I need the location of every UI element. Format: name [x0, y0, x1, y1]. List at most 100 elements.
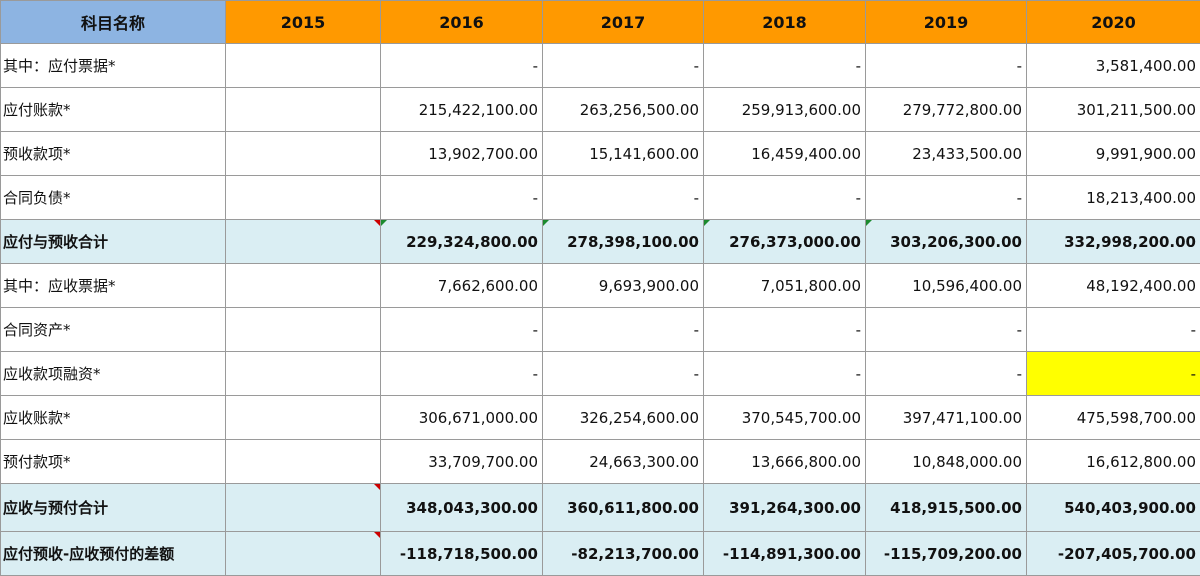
- cell-2018[interactable]: 259,913,600.00: [704, 88, 866, 132]
- cell-2018[interactable]: 276,373,000.00: [704, 220, 866, 264]
- cell-2015[interactable]: [226, 532, 381, 576]
- cell-2017[interactable]: 278,398,100.00: [543, 220, 704, 264]
- cell-2016[interactable]: 306,671,000.00: [381, 396, 543, 440]
- cell-2020-highlighted[interactable]: -: [1027, 352, 1200, 396]
- table-row: 应付账款* 215,422,100.00 263,256,500.00 259,…: [1, 88, 1200, 132]
- cell-2015[interactable]: [226, 264, 381, 308]
- cell-2019[interactable]: 279,772,800.00: [866, 88, 1027, 132]
- cell-2019[interactable]: 303,206,300.00: [866, 220, 1027, 264]
- cell-2020[interactable]: 332,998,200.00: [1027, 220, 1200, 264]
- row-label[interactable]: 应收与预付合计: [1, 484, 226, 532]
- row-label[interactable]: 应付与预收合计: [1, 220, 226, 264]
- header-year-2017[interactable]: 2017: [543, 1, 704, 44]
- cell-2019[interactable]: -115,709,200.00: [866, 532, 1027, 576]
- table-row: 预收款项* 13,902,700.00 15,141,600.00 16,459…: [1, 132, 1200, 176]
- cell-2017[interactable]: 9,693,900.00: [543, 264, 704, 308]
- cell-2017[interactable]: -82,213,700.00: [543, 532, 704, 576]
- cell-2016[interactable]: -118,718,500.00: [381, 532, 543, 576]
- header-year-2019[interactable]: 2019: [866, 1, 1027, 44]
- cell-2016[interactable]: 215,422,100.00: [381, 88, 543, 132]
- row-label[interactable]: 合同负债*: [1, 176, 226, 220]
- header-year-2015[interactable]: 2015: [226, 1, 381, 44]
- cell-2019[interactable]: 10,596,400.00: [866, 264, 1027, 308]
- header-year-2020[interactable]: 2020: [1027, 1, 1200, 44]
- cell-2020[interactable]: -: [1027, 308, 1200, 352]
- cell-2018[interactable]: 16,459,400.00: [704, 132, 866, 176]
- cell-2020[interactable]: 9,991,900.00: [1027, 132, 1200, 176]
- cell-2018[interactable]: 13,666,800.00: [704, 440, 866, 484]
- cell-2020[interactable]: 540,403,900.00: [1027, 484, 1200, 532]
- row-label[interactable]: 预付款项*: [1, 440, 226, 484]
- cell-2019[interactable]: 10,848,000.00: [866, 440, 1027, 484]
- cell-2016[interactable]: -: [381, 44, 543, 88]
- cell-2017[interactable]: -: [543, 308, 704, 352]
- header-item-name[interactable]: 科目名称: [1, 1, 226, 44]
- cell-2019[interactable]: -: [866, 44, 1027, 88]
- cell-2019[interactable]: 23,433,500.00: [866, 132, 1027, 176]
- cell-2017[interactable]: 15,141,600.00: [543, 132, 704, 176]
- cell-2020[interactable]: 301,211,500.00: [1027, 88, 1200, 132]
- cell-2016[interactable]: 229,324,800.00: [381, 220, 543, 264]
- cell-2020[interactable]: 3,581,400.00: [1027, 44, 1200, 88]
- table-row: 合同负债* - - - - 18,213,400.00: [1, 176, 1200, 220]
- cell-2019[interactable]: -: [866, 176, 1027, 220]
- cell-2019[interactable]: -: [866, 308, 1027, 352]
- row-label[interactable]: 其中：应收票据*: [1, 264, 226, 308]
- cell-2015[interactable]: [226, 44, 381, 88]
- table-row: 其中：应付票据* - - - - 3,581,400.00: [1, 44, 1200, 88]
- cell-2017[interactable]: 24,663,300.00: [543, 440, 704, 484]
- cell-2015[interactable]: [226, 220, 381, 264]
- cell-2018[interactable]: 370,545,700.00: [704, 396, 866, 440]
- cell-2016[interactable]: -: [381, 308, 543, 352]
- cell-2019[interactable]: 418,915,500.00: [866, 484, 1027, 532]
- cell-2015[interactable]: [226, 132, 381, 176]
- table-row: 预付款项* 33,709,700.00 24,663,300.00 13,666…: [1, 440, 1200, 484]
- row-label[interactable]: 应收账款*: [1, 396, 226, 440]
- cell-2015[interactable]: [226, 88, 381, 132]
- cell-2019[interactable]: 397,471,100.00: [866, 396, 1027, 440]
- row-label[interactable]: 应付账款*: [1, 88, 226, 132]
- cell-2015[interactable]: [226, 396, 381, 440]
- cell-2015[interactable]: [226, 352, 381, 396]
- cell-2017[interactable]: -: [543, 44, 704, 88]
- header-row: 科目名称 2015 2016 2017 2018 2019 2020: [1, 1, 1200, 44]
- row-label[interactable]: 合同资产*: [1, 308, 226, 352]
- cell-2016[interactable]: -: [381, 176, 543, 220]
- cell-2020[interactable]: 18,213,400.00: [1027, 176, 1200, 220]
- cell-2020[interactable]: 48,192,400.00: [1027, 264, 1200, 308]
- cell-2015[interactable]: [226, 484, 381, 532]
- cell-2017[interactable]: 326,254,600.00: [543, 396, 704, 440]
- cell-2018[interactable]: -: [704, 44, 866, 88]
- cell-2020[interactable]: 16,612,800.00: [1027, 440, 1200, 484]
- total-row-receivables: 应收与预付合计 348,043,300.00 360,611,800.00 39…: [1, 484, 1200, 532]
- row-label[interactable]: 应收款项融资*: [1, 352, 226, 396]
- table-row: 其中：应收票据* 7,662,600.00 9,693,900.00 7,051…: [1, 264, 1200, 308]
- cell-2016[interactable]: 33,709,700.00: [381, 440, 543, 484]
- row-label[interactable]: 预收款项*: [1, 132, 226, 176]
- cell-2017[interactable]: 360,611,800.00: [543, 484, 704, 532]
- cell-2016[interactable]: 13,902,700.00: [381, 132, 543, 176]
- cell-2018[interactable]: -: [704, 176, 866, 220]
- header-year-2018[interactable]: 2018: [704, 1, 866, 44]
- cell-2015[interactable]: [226, 308, 381, 352]
- cell-2018[interactable]: -: [704, 352, 866, 396]
- cell-2018[interactable]: -: [704, 308, 866, 352]
- cell-2018[interactable]: 391,264,300.00: [704, 484, 866, 532]
- cell-2019[interactable]: -: [866, 352, 1027, 396]
- row-label[interactable]: 应付预收-应收预付的差额: [1, 532, 226, 576]
- cell-2020[interactable]: -207,405,700.00: [1027, 532, 1200, 576]
- cell-2017[interactable]: -: [543, 176, 704, 220]
- cell-2017[interactable]: -: [543, 352, 704, 396]
- row-label[interactable]: 其中：应付票据*: [1, 44, 226, 88]
- cell-2018[interactable]: -114,891,300.00: [704, 532, 866, 576]
- cell-2018[interactable]: 7,051,800.00: [704, 264, 866, 308]
- cell-2015[interactable]: [226, 440, 381, 484]
- cell-2017[interactable]: 263,256,500.00: [543, 88, 704, 132]
- cell-2015[interactable]: [226, 176, 381, 220]
- header-year-2016[interactable]: 2016: [381, 1, 543, 44]
- cell-2016[interactable]: 348,043,300.00: [381, 484, 543, 532]
- cell-2016[interactable]: -: [381, 352, 543, 396]
- cell-2016[interactable]: 7,662,600.00: [381, 264, 543, 308]
- cell-2020[interactable]: 475,598,700.00: [1027, 396, 1200, 440]
